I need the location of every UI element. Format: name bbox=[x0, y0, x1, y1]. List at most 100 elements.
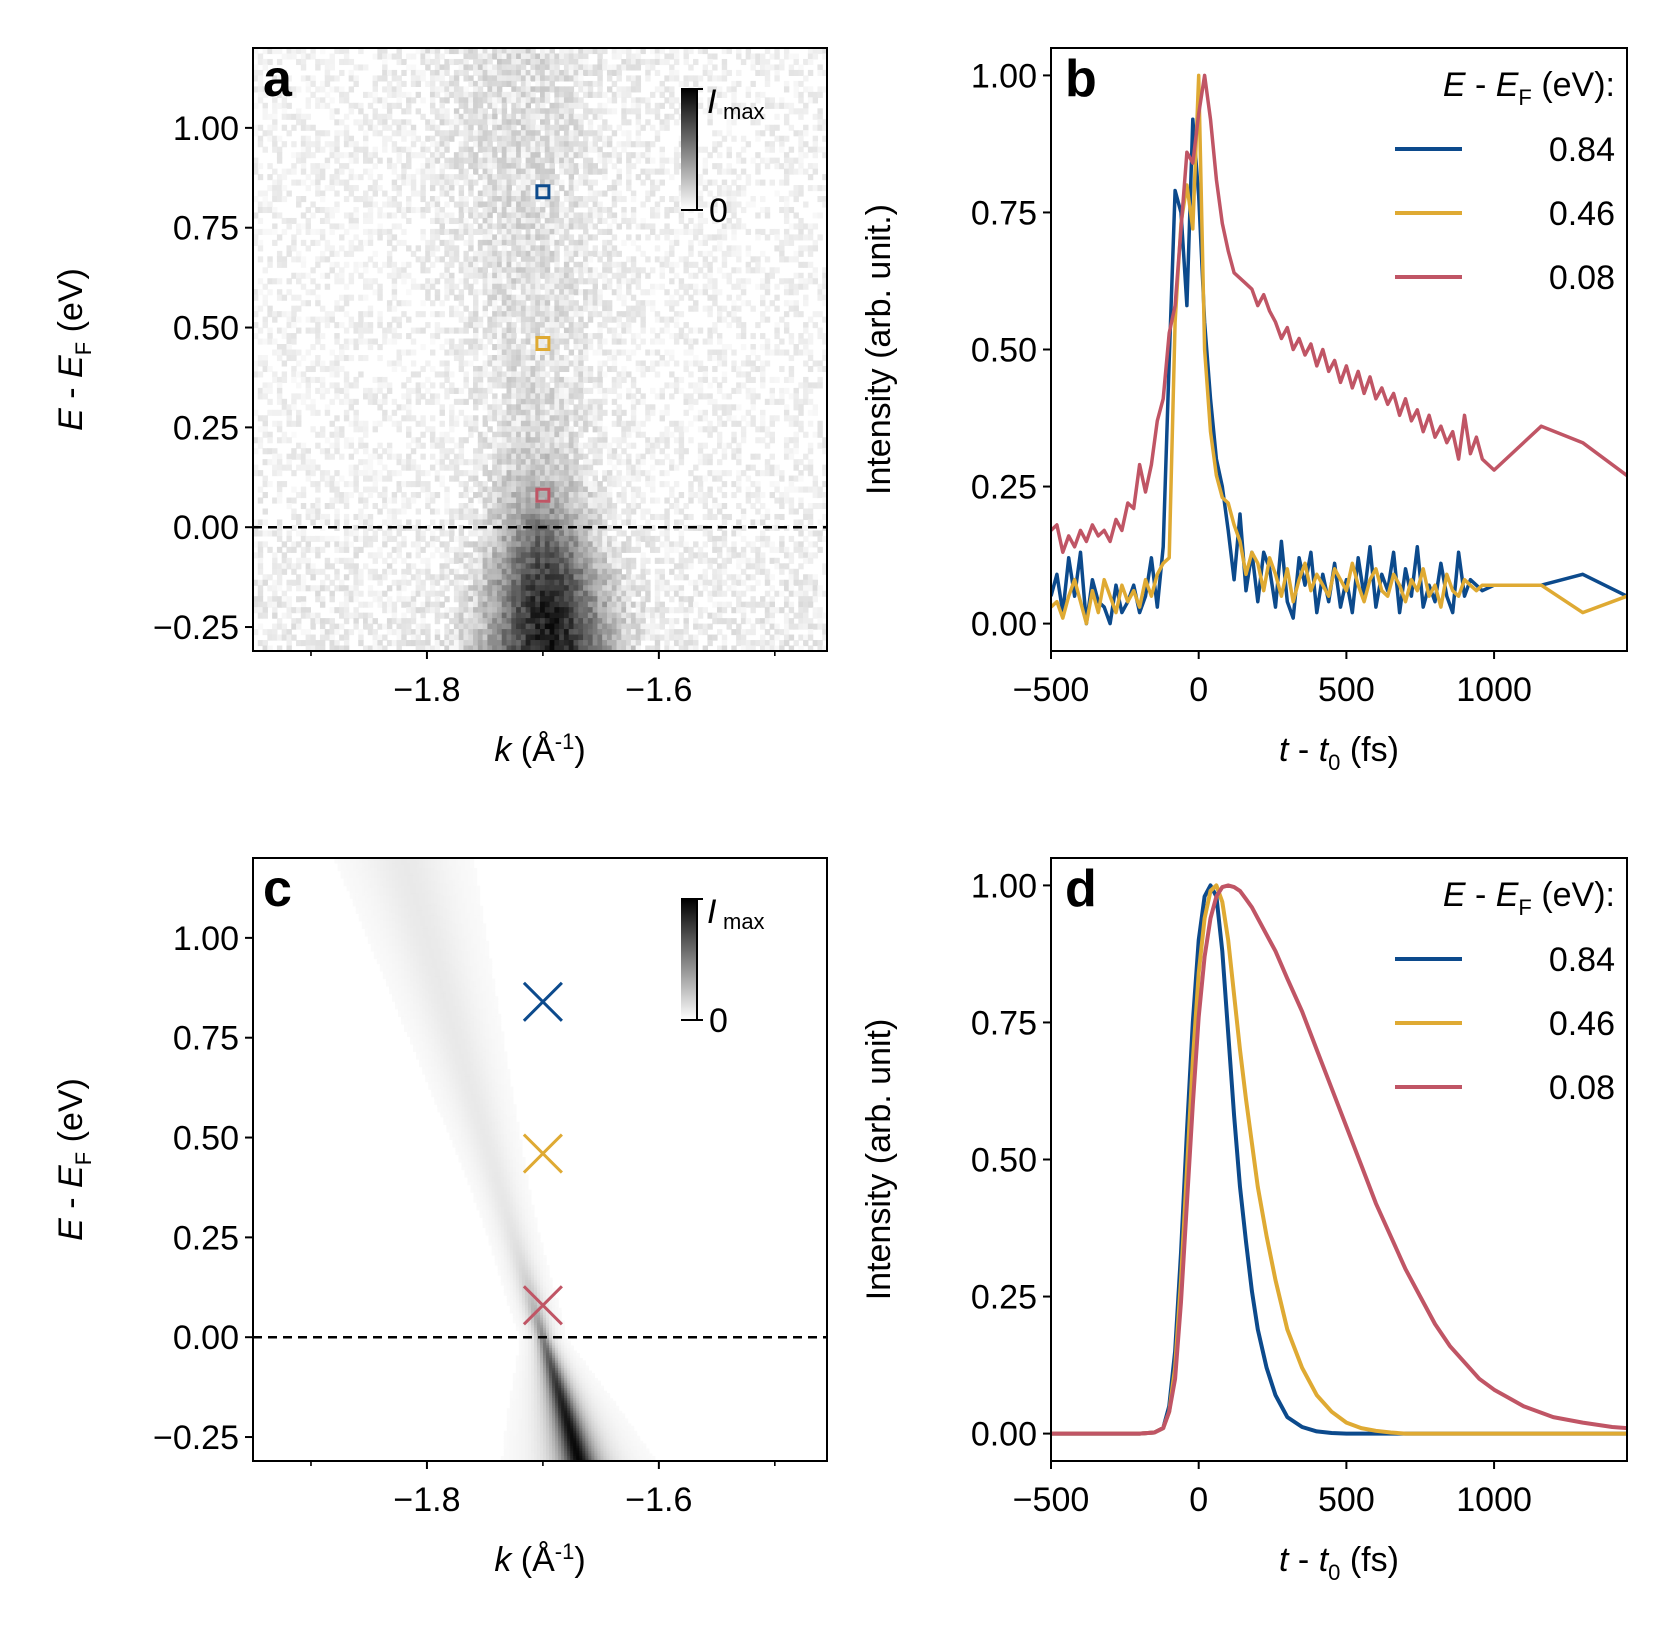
heatmap-cell bbox=[429, 75, 436, 82]
heatmap-cell bbox=[324, 365, 331, 373]
heatmap-cell bbox=[611, 69, 618, 77]
heatmap-cell bbox=[798, 69, 804, 77]
heatmap-cell bbox=[535, 174, 541, 181]
heatmap-cell bbox=[740, 223, 747, 230]
heatmap-cell bbox=[492, 316, 498, 323]
heatmap-cell bbox=[496, 459, 503, 466]
heatmap-cell bbox=[463, 168, 469, 175]
heatmap-cell bbox=[319, 387, 326, 394]
heatmap-cell bbox=[276, 102, 283, 109]
heatmap-cell bbox=[602, 278, 608, 285]
heatmap-cell bbox=[554, 431, 560, 438]
heatmap-cell bbox=[549, 360, 555, 367]
heatmap-cell bbox=[812, 278, 819, 285]
heatmap-cell bbox=[654, 53, 661, 60]
heatmap-cell bbox=[549, 157, 555, 164]
heatmap-cell bbox=[391, 130, 398, 137]
heatmap-cell bbox=[626, 305, 632, 312]
heatmap-cell bbox=[525, 415, 532, 422]
heatmap-cell bbox=[386, 91, 393, 98]
heatmap-cell bbox=[745, 278, 752, 285]
heatmap-cell bbox=[482, 206, 488, 214]
heatmap-cell bbox=[817, 289, 823, 296]
heatmap-cell bbox=[343, 442, 350, 449]
heatmap-cell bbox=[477, 48, 484, 55]
heatmap-cell bbox=[626, 453, 632, 460]
heatmap-cell bbox=[626, 157, 632, 164]
heatmap-cell bbox=[793, 86, 799, 93]
heatmap-cell bbox=[822, 437, 828, 444]
heatmap-cell bbox=[803, 283, 809, 290]
heatmap-cell bbox=[429, 135, 436, 142]
heatmap-cell bbox=[257, 437, 264, 444]
heatmap-cell bbox=[563, 354, 570, 362]
heatmap-cell bbox=[559, 228, 565, 235]
heatmap-cell bbox=[353, 267, 359, 274]
heatmap-cell bbox=[544, 152, 551, 159]
heatmap-cell bbox=[496, 437, 503, 444]
heatmap-cell bbox=[453, 119, 460, 126]
heatmap-cell bbox=[487, 179, 493, 186]
heatmap-cell bbox=[358, 174, 364, 181]
heatmap-cell bbox=[645, 349, 651, 356]
heatmap-cell bbox=[726, 322, 732, 329]
heatmap-cell bbox=[334, 206, 340, 214]
heatmap-cell bbox=[554, 152, 560, 159]
heatmap-cell bbox=[458, 223, 465, 230]
heatmap-cell bbox=[626, 234, 632, 241]
heatmap-cell bbox=[525, 53, 532, 60]
heatmap-cell bbox=[578, 464, 584, 471]
heatmap-cell bbox=[760, 415, 766, 422]
heatmap-cell bbox=[549, 398, 555, 405]
heatmap-cell bbox=[645, 157, 651, 164]
heatmap-cell bbox=[401, 267, 407, 274]
heatmap-cell bbox=[578, 278, 584, 285]
heatmap-cell bbox=[377, 234, 383, 241]
heatmap-cell bbox=[434, 278, 441, 285]
heatmap-cell bbox=[449, 185, 455, 192]
heatmap-cell bbox=[520, 206, 527, 214]
heatmap-cell bbox=[544, 250, 551, 257]
heatmap-cell bbox=[406, 289, 412, 296]
heatmap-cell bbox=[788, 354, 795, 362]
heatmap-cell bbox=[597, 398, 603, 405]
heatmap-cell bbox=[296, 152, 302, 159]
heatmap-cell bbox=[587, 267, 594, 274]
heatmap-cell bbox=[783, 453, 790, 460]
heatmap-cell bbox=[669, 382, 675, 389]
heatmap-cell bbox=[573, 459, 579, 466]
heatmap-cell bbox=[372, 86, 378, 93]
heatmap-cell bbox=[506, 344, 512, 351]
heatmap-cell bbox=[803, 223, 809, 230]
heatmap-cell bbox=[391, 212, 398, 219]
heatmap-cell bbox=[492, 48, 498, 55]
heatmap-cell bbox=[506, 119, 512, 126]
heatmap-cell bbox=[415, 311, 422, 318]
heatmap-cell bbox=[363, 64, 369, 71]
heatmap-cell bbox=[621, 371, 627, 378]
heatmap-cell bbox=[291, 234, 297, 241]
heatmap-cell bbox=[487, 228, 493, 235]
heatmap-cell bbox=[520, 426, 527, 433]
heatmap-cell bbox=[520, 239, 527, 246]
heatmap-cell bbox=[559, 289, 565, 296]
heatmap-cell bbox=[525, 206, 532, 214]
heatmap-cell bbox=[449, 212, 455, 219]
heatmap-cell bbox=[697, 174, 704, 181]
heatmap-cell bbox=[439, 53, 445, 60]
heatmap-cell bbox=[769, 453, 775, 460]
heatmap-cell bbox=[554, 426, 560, 433]
heatmap-cell bbox=[496, 261, 503, 268]
heatmap-cell bbox=[688, 344, 694, 351]
heatmap-cell bbox=[540, 135, 546, 142]
heatmap-cell bbox=[296, 420, 302, 427]
heatmap-cell bbox=[525, 305, 532, 312]
heatmap-cell bbox=[348, 316, 355, 323]
heatmap-cell bbox=[487, 185, 493, 192]
heatmap-cell bbox=[496, 239, 503, 246]
heatmap-cell bbox=[654, 360, 661, 367]
heatmap-cell bbox=[568, 437, 575, 444]
heatmap-cell bbox=[530, 294, 536, 301]
heatmap-cell bbox=[420, 179, 426, 186]
heatmap-cell bbox=[434, 333, 441, 340]
